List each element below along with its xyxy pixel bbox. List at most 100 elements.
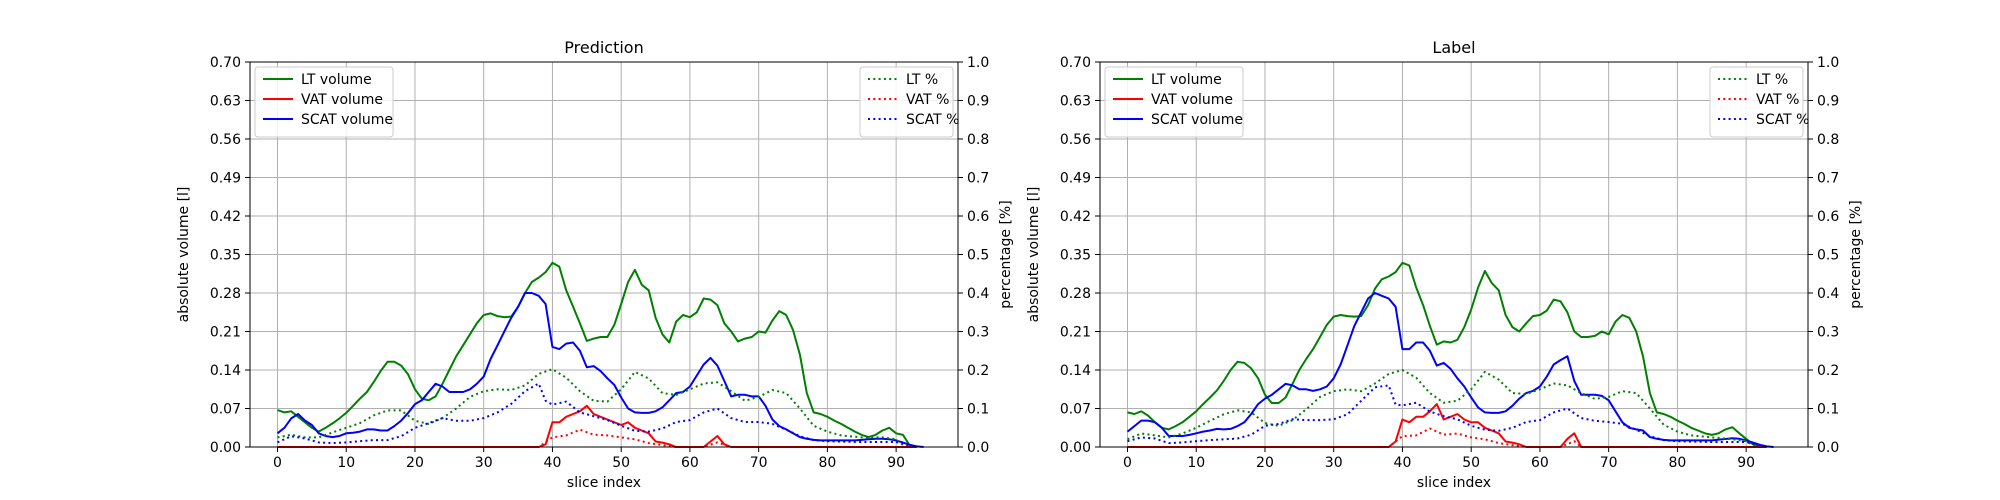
x-tick-label: 20 bbox=[1256, 455, 1274, 471]
y-tick-label: 0.28 bbox=[210, 286, 241, 302]
legend-label-vat-volume: VAT volume bbox=[301, 92, 383, 108]
y2-tick-label: 0.4 bbox=[1817, 286, 1839, 302]
legend: LT % VAT % SCAT % bbox=[859, 66, 959, 138]
x-tick-label: 80 bbox=[818, 455, 836, 471]
series-line-lt-volume bbox=[1127, 261, 1767, 448]
y2-tick-label: 1.0 bbox=[967, 55, 989, 71]
y2-tick-label: 0.6 bbox=[1817, 209, 1839, 225]
y-tick-label: 0.49 bbox=[1060, 171, 1091, 187]
legend-box bbox=[859, 66, 954, 138]
legend-box bbox=[1709, 66, 1804, 138]
legend-label-lt-volume: LT volume bbox=[301, 72, 372, 88]
y2-tick-label: 0.7 bbox=[1817, 171, 1839, 187]
legend: LT % VAT % SCAT % bbox=[1709, 66, 1809, 138]
x-tick-label: 90 bbox=[1737, 455, 1755, 471]
y2-tick-label: 0.2 bbox=[967, 363, 989, 379]
legend-label-lt-pct: LT % bbox=[906, 72, 938, 88]
y-tick-label: 0.07 bbox=[1060, 402, 1091, 418]
y-tick-label: 0.21 bbox=[1060, 325, 1091, 341]
y2-tick-label: 0.4 bbox=[967, 286, 989, 302]
series-line-lt-volume bbox=[277, 261, 917, 448]
y-tick-label: 0.21 bbox=[210, 325, 241, 341]
x-tick-label: 50 bbox=[612, 455, 630, 471]
y-tick-label: 0.70 bbox=[1060, 55, 1091, 71]
legend: LT volume VAT volume SCAT volume bbox=[1104, 66, 1244, 138]
y2-tick-label: 0.8 bbox=[1817, 132, 1839, 148]
y2-axis-label: percentage [%] bbox=[998, 200, 1014, 308]
x-tick-label: 50 bbox=[1462, 455, 1480, 471]
x-tick-label: 70 bbox=[750, 455, 768, 471]
prediction-panel: 0 10 20 30 40 50 60 70 80 90 0.00 0.07 0.14 0.21 0.28 0… bbox=[176, 38, 1014, 491]
y2-axis-label: percentage [%] bbox=[1848, 200, 1864, 308]
y-tick-label: 0.70 bbox=[210, 55, 241, 71]
y-tick-label: 0.42 bbox=[1060, 209, 1091, 225]
legend-label-vat-pct: VAT % bbox=[906, 92, 949, 108]
legend-label-lt-pct: LT % bbox=[1756, 72, 1788, 88]
series-line-scat-volume bbox=[1126, 292, 1774, 448]
legend-label-scat-volume: SCAT volume bbox=[1151, 112, 1243, 128]
chart-title: Label bbox=[1432, 38, 1475, 57]
y2-tick-label: 0.1 bbox=[1817, 402, 1839, 418]
y-tick-label: 0.00 bbox=[210, 440, 241, 456]
legend-label-lt-volume: LT volume bbox=[1151, 72, 1222, 88]
x-tick-label: 80 bbox=[1668, 455, 1686, 471]
series-line-vat-pct bbox=[277, 428, 917, 448]
chart-title: Prediction bbox=[564, 38, 643, 57]
y-tick-label: 0.35 bbox=[1060, 248, 1091, 264]
x-axis-label: slice index bbox=[1417, 475, 1491, 491]
y-axis-label: absolute volume [l] bbox=[1026, 187, 1042, 323]
y-tick-label: 0.63 bbox=[1060, 94, 1091, 110]
legend-label-vat-volume: VAT volume bbox=[1151, 92, 1233, 108]
series-line-lt-pct bbox=[1127, 369, 1761, 448]
y2-tick-label: 0.3 bbox=[1817, 325, 1839, 341]
x-tick-label: 60 bbox=[1531, 455, 1549, 471]
y2-tick-label: 0.9 bbox=[967, 94, 989, 110]
y2-tick-label: 0.3 bbox=[967, 325, 989, 341]
y2-tick-label: 0.1 bbox=[967, 402, 989, 418]
y-tick-label: 0.07 bbox=[210, 402, 241, 418]
y2-tick-label: 1.0 bbox=[1817, 55, 1839, 71]
x-tick-label: 60 bbox=[681, 455, 699, 471]
y-tick-label: 0.00 bbox=[1060, 440, 1091, 456]
y2-tick-label: 0.5 bbox=[967, 248, 989, 264]
y-tick-label: 0.63 bbox=[210, 94, 241, 110]
y-tick-label: 0.42 bbox=[210, 209, 241, 225]
y-tick-label: 0.35 bbox=[210, 248, 241, 264]
y2-tick-label: 0.0 bbox=[1817, 440, 1839, 456]
legend-label-vat-pct: VAT % bbox=[1756, 92, 1799, 108]
x-tick-label: 70 bbox=[1600, 455, 1618, 471]
x-tick-label: 0 bbox=[273, 455, 282, 471]
y-axis-label: absolute volume [l] bbox=[176, 187, 192, 323]
x-tick-label: 20 bbox=[406, 455, 424, 471]
x-tick-label: 0 bbox=[1123, 455, 1132, 471]
x-tick-label: 40 bbox=[544, 455, 562, 471]
y-tick-label: 0.14 bbox=[1060, 363, 1091, 379]
series-line-lt-pct bbox=[277, 368, 911, 448]
legend-label-scat-volume: SCAT volume bbox=[301, 112, 393, 128]
y2-tick-label: 0.9 bbox=[1817, 94, 1839, 110]
series-line-vat-volume bbox=[277, 404, 917, 448]
legend: LT volume VAT volume SCAT volume bbox=[254, 66, 394, 138]
x-axis-label: slice index bbox=[567, 475, 641, 491]
x-tick-label: 10 bbox=[337, 455, 355, 471]
y2-tick-label: 0.6 bbox=[967, 209, 989, 225]
y-tick-label: 0.56 bbox=[1060, 132, 1091, 148]
legend-label-scat-pct: SCAT % bbox=[906, 112, 959, 128]
y-tick-label: 0.56 bbox=[210, 132, 241, 148]
y-tick-label: 0.28 bbox=[1060, 286, 1091, 302]
y2-tick-label: 0.0 bbox=[967, 440, 989, 456]
series-line-scat-pct bbox=[1127, 384, 1768, 448]
y2-tick-label: 0.8 bbox=[967, 132, 989, 148]
x-tick-label: 90 bbox=[887, 455, 905, 471]
series-line-vat-pct bbox=[1127, 427, 1767, 448]
series-line-scat-volume bbox=[276, 292, 924, 448]
y-tick-label: 0.49 bbox=[210, 171, 241, 187]
y2-tick-label: 0.7 bbox=[967, 171, 989, 187]
legend-label-scat-pct: SCAT % bbox=[1756, 112, 1809, 128]
y2-tick-label: 0.5 bbox=[1817, 248, 1839, 264]
label-panel: 0 10 20 30 40 50 60 70 80 90 0.00 0.07 0.14 0.21 0.28 0… bbox=[1026, 38, 1864, 491]
x-tick-label: 10 bbox=[1187, 455, 1205, 471]
y-tick-label: 0.14 bbox=[210, 363, 241, 379]
x-tick-label: 40 bbox=[1394, 455, 1412, 471]
